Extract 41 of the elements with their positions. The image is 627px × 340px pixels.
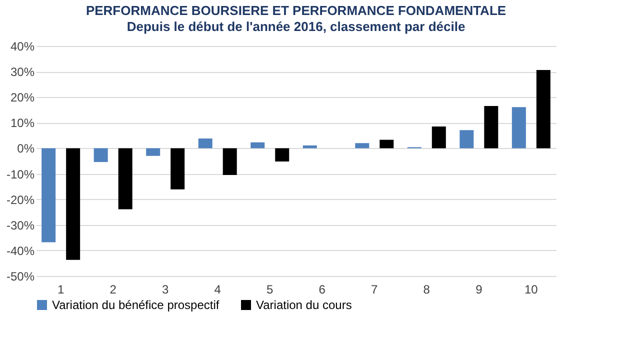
legend-label: Variation du bénéfice prospectif — [52, 298, 220, 312]
bar — [146, 148, 160, 156]
bar — [42, 148, 56, 242]
y-tick-label: 10% — [10, 116, 35, 130]
bar — [198, 138, 212, 148]
bar — [222, 148, 237, 176]
bar — [66, 148, 80, 260]
x-tick-label: 2 — [110, 282, 117, 296]
y-tick-label: 0% — [17, 142, 35, 156]
y-tick-label: -10% — [6, 167, 35, 182]
x-tick-label: 6 — [318, 282, 326, 296]
x-tick-label: 9 — [476, 282, 483, 296]
x-tick-label: 8 — [423, 282, 430, 296]
y-tick-label: -30% — [6, 218, 35, 232]
bar — [432, 126, 446, 148]
bar — [355, 143, 370, 148]
x-tick-label: 7 — [371, 282, 378, 296]
x-tick-label: 3 — [162, 282, 170, 296]
x-tick-label: 5 — [266, 282, 274, 296]
bar — [118, 148, 132, 210]
bar — [380, 140, 394, 148]
x-tick-label: 10 — [524, 282, 538, 296]
bar — [250, 142, 265, 148]
bar — [460, 130, 474, 148]
bar — [275, 148, 290, 162]
y-tick-label: -50% — [6, 270, 35, 284]
bar — [170, 148, 185, 190]
x-tick-label: 4 — [214, 282, 222, 296]
bar — [94, 148, 108, 162]
chart-title: PERFORMANCE BOURSIERE ET PERFORMANCE FONDAMENTALE — [86, 3, 506, 18]
x-tick-label: 1 — [57, 282, 64, 296]
bar — [484, 106, 498, 148]
y-tick-label: 40% — [10, 40, 35, 54]
bar — [536, 70, 550, 148]
bar — [512, 107, 526, 148]
y-tick-label: 20% — [10, 90, 35, 105]
y-tick-label: -20% — [6, 192, 35, 207]
chart-subtitle: Depuis le début de l'année 2016, classement par décile — [126, 19, 466, 34]
legend-label: Variation du cours — [256, 298, 352, 312]
y-tick-label: 30% — [10, 65, 35, 80]
y-tick-label: -40% — [6, 244, 35, 258]
